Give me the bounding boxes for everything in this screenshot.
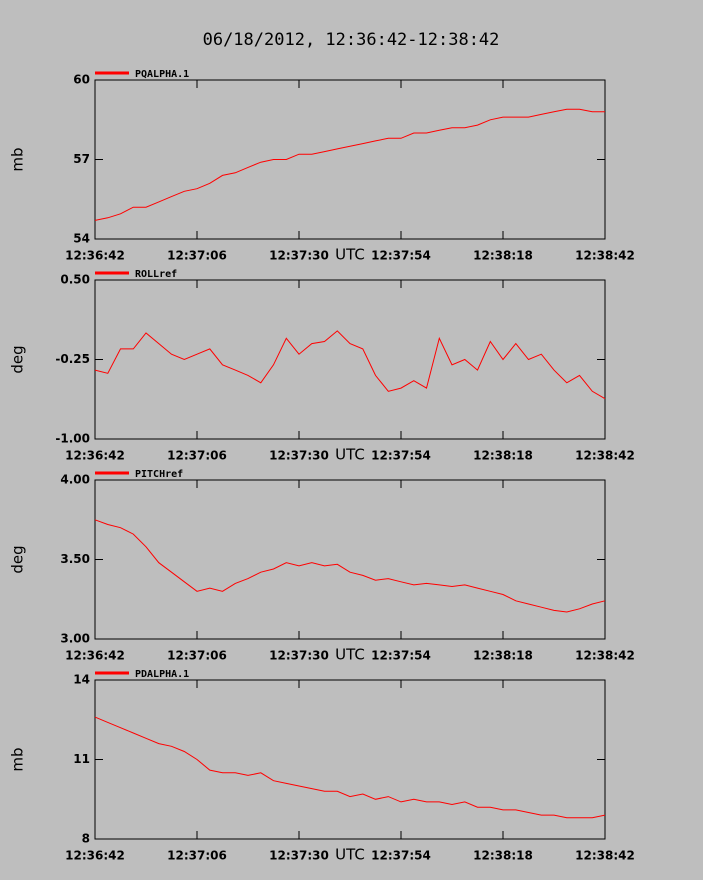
- plot-frame: [94, 679, 606, 840]
- x-tick-label: 12:38:42: [575, 449, 635, 463]
- x-tick-label: 12:37:30: [269, 649, 329, 663]
- x-tick-label: 12:38:42: [575, 849, 635, 863]
- x-axis-label: UTC: [335, 246, 365, 264]
- y-axis-label: mb: [9, 147, 27, 171]
- x-axis-label: UTC: [335, 646, 365, 664]
- y-tick-label: 3.50: [60, 552, 90, 566]
- legend-label: PDALPHA.1: [135, 669, 189, 680]
- x-tick-label: 12:37:06: [167, 649, 227, 663]
- x-axis-label: UTC: [335, 846, 365, 864]
- x-tick-label: 12:37:54: [371, 649, 431, 663]
- legend-label: ROLLref: [135, 269, 177, 280]
- y-tick-label: 0.50: [60, 273, 90, 287]
- y-tick-label: 4.00: [60, 473, 90, 487]
- legend-label: PITCHref: [135, 469, 183, 480]
- x-tick-label: 12:38:18: [473, 849, 533, 863]
- data-line: [94, 330, 606, 400]
- x-tick-label: 12:37:06: [167, 449, 227, 463]
- x-tick-label: 12:37:30: [269, 849, 329, 863]
- x-tick-label: 12:36:42: [65, 849, 125, 863]
- y-tick-label: 60: [73, 73, 90, 87]
- x-tick-label: 12:37:54: [371, 449, 431, 463]
- y-tick-label: 57: [73, 152, 90, 166]
- legend-label: PQALPHA.1: [135, 69, 189, 80]
- data-line: [94, 716, 606, 819]
- plot-frame: [94, 79, 606, 240]
- y-axis-label: mb: [9, 747, 27, 771]
- data-line: [94, 519, 606, 613]
- x-tick-label: 12:38:18: [473, 649, 533, 663]
- y-tick-label: 8: [82, 832, 90, 846]
- x-tick-label: 12:37:06: [167, 849, 227, 863]
- x-tick-label: 12:36:42: [65, 449, 125, 463]
- y-tick-label: 54: [73, 232, 90, 246]
- x-tick-label: 12:38:18: [473, 249, 533, 263]
- y-tick-label: 11: [73, 752, 90, 766]
- y-tick-label: 14: [73, 673, 90, 687]
- x-tick-label: 12:38:42: [575, 249, 635, 263]
- y-axis-label: deg: [9, 345, 27, 373]
- data-line: [94, 108, 605, 221]
- chart-title: 06/18/2012, 12:36:42-12:38:42: [203, 30, 500, 50]
- x-tick-label: 12:38:18: [473, 449, 533, 463]
- x-tick-label: 12:37:54: [371, 849, 431, 863]
- y-tick-label: -1.00: [55, 432, 90, 446]
- x-tick-label: 12:37:54: [371, 249, 431, 263]
- y-tick-label: -0.25: [55, 352, 90, 366]
- x-axis-label: UTC: [335, 446, 365, 464]
- x-tick-label: 12:36:42: [65, 249, 125, 263]
- x-tick-label: 12:37:30: [269, 249, 329, 263]
- plot-frame: [94, 479, 606, 640]
- x-tick-label: 12:37:30: [269, 449, 329, 463]
- x-tick-label: 12:38:42: [575, 649, 635, 663]
- x-tick-label: 12:37:06: [167, 249, 227, 263]
- y-tick-label: 3.00: [60, 632, 90, 646]
- x-tick-label: 12:36:42: [65, 649, 125, 663]
- y-axis-label: deg: [9, 545, 27, 573]
